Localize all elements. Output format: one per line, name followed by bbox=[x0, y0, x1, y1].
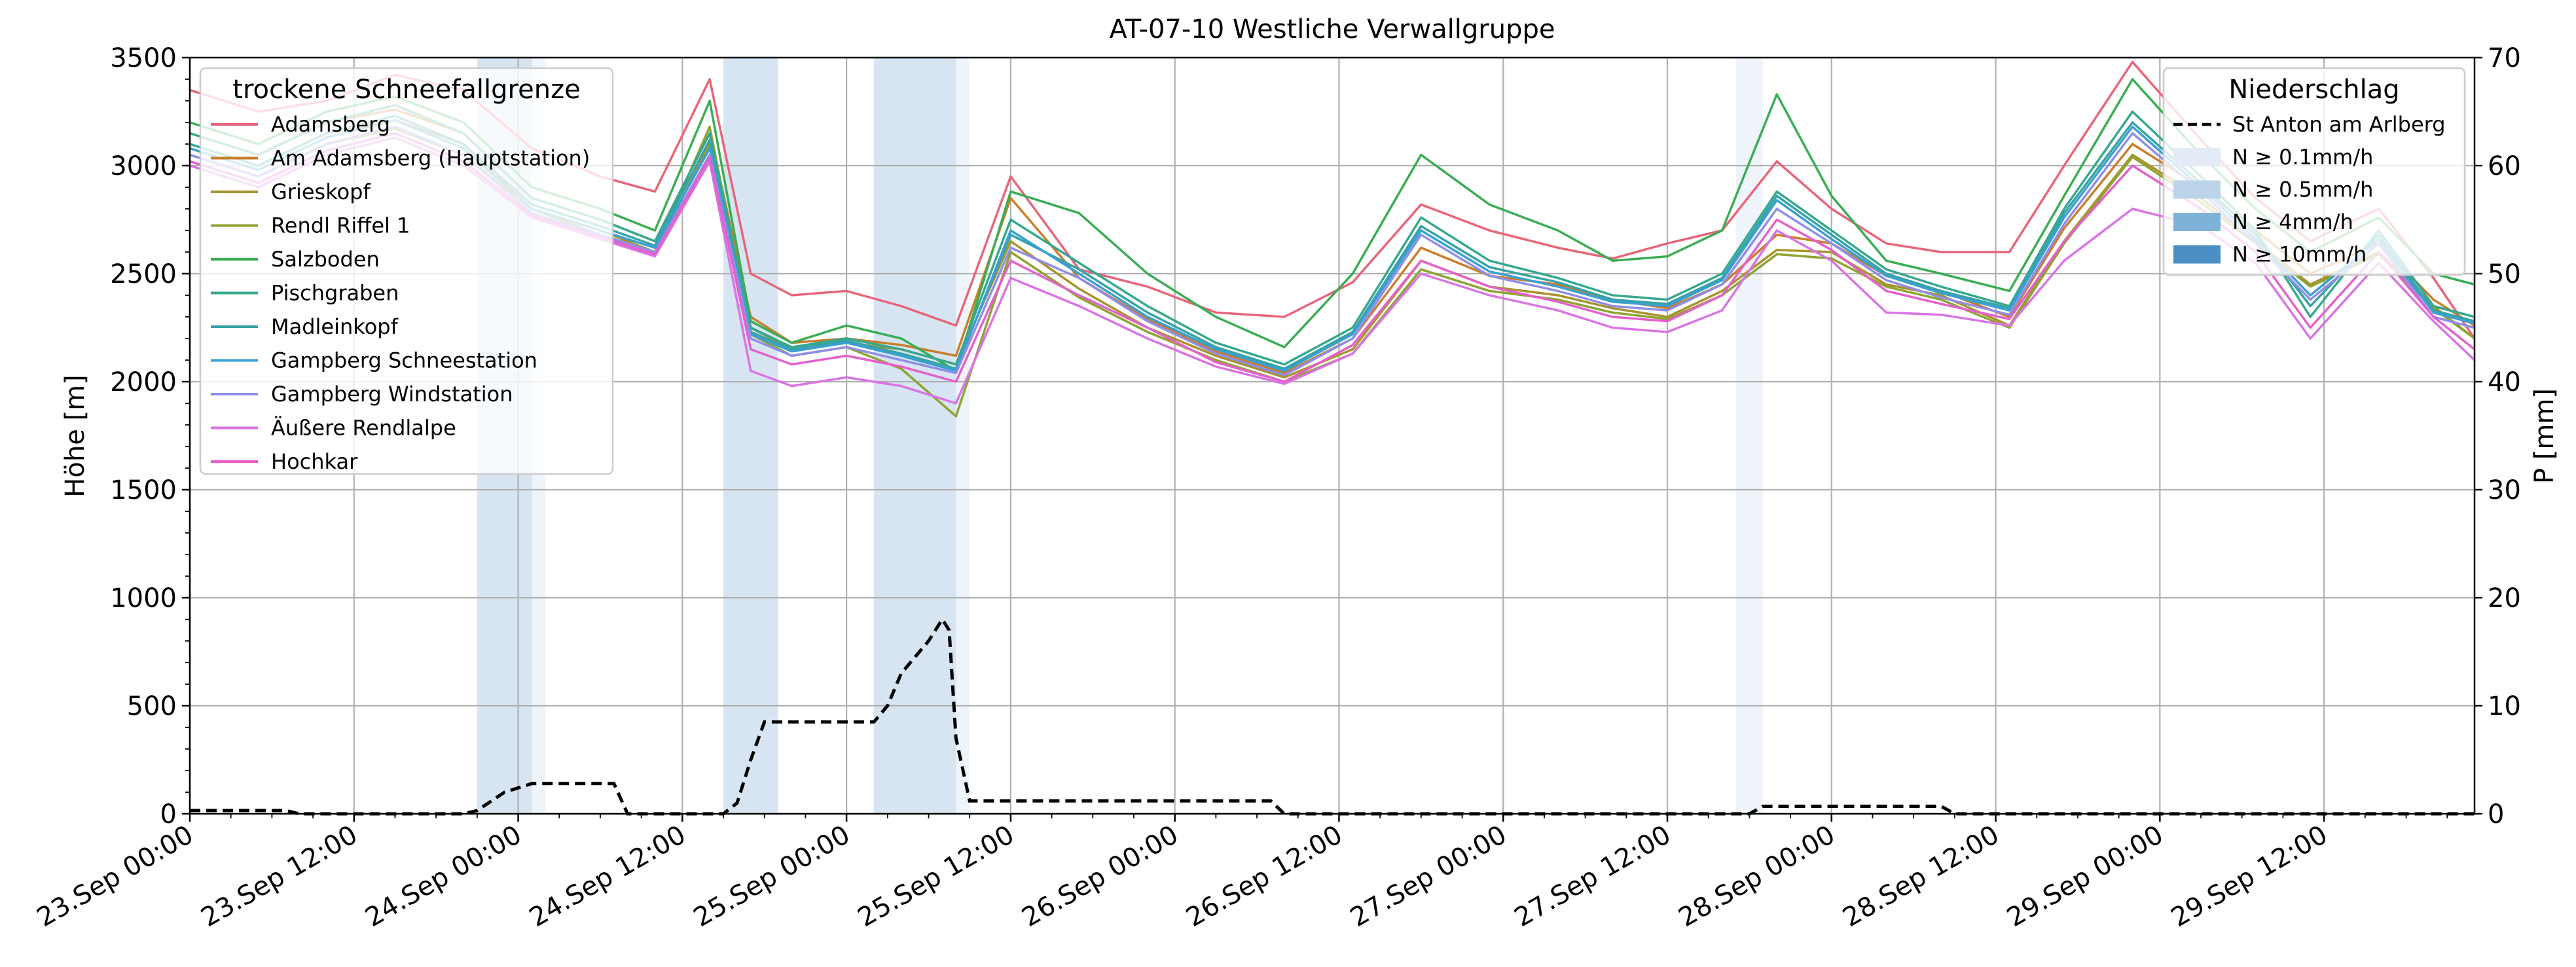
y-tick-label: 500 bbox=[127, 691, 177, 721]
y-tick-label: 0 bbox=[160, 799, 177, 830]
y-axis-label: Höhe [m] bbox=[60, 374, 90, 497]
series-line-pischgraben bbox=[189, 103, 2475, 366]
y-tick-label: 3500 bbox=[110, 43, 177, 73]
series-line-madleinkopf bbox=[189, 115, 2475, 370]
legend-band-label-3: N ≥ 10mm/h bbox=[2232, 242, 2367, 267]
legend-left: trockene Schneefallgrenze Adamsberg Am Ad… bbox=[199, 67, 614, 475]
legend-label-gampberg-windstation: Gampberg Windstation bbox=[271, 382, 513, 407]
legend-right-bands: N ≥ 0.1mm/h N ≥ 0.5mm/h N ≥ 4mm/h N ≥ 10mm/… bbox=[2173, 145, 2373, 267]
precip-band-2 bbox=[723, 58, 778, 814]
series-line-gampberg-schneestation bbox=[189, 119, 2475, 373]
y2-tick-label: 60 bbox=[2488, 151, 2521, 181]
series-lines bbox=[189, 60, 2476, 418]
precip-band-3 bbox=[873, 58, 956, 814]
y2-tick-label: 30 bbox=[2488, 475, 2521, 505]
y2-tick-label: 0 bbox=[2488, 799, 2504, 830]
legend-right: Niederschlag St Anton am Arlberg N ≥ 0.1… bbox=[2162, 67, 2466, 276]
precip-band-5 bbox=[1735, 58, 1764, 814]
y2-axis-label: P [mm] bbox=[2530, 388, 2560, 484]
y-tick-label: 3000 bbox=[110, 151, 177, 181]
legend-label-adamsberg: Adamsberg bbox=[271, 112, 390, 137]
legend-label-hochkar: Hochkar bbox=[271, 449, 358, 474]
legend-right-frame bbox=[2162, 67, 2466, 276]
y2-tick-label: 40 bbox=[2488, 367, 2521, 397]
series-line-adamsberg bbox=[189, 60, 2476, 339]
legend-precip-line-label: St Anton am Arlberg bbox=[2232, 112, 2446, 137]
legend-band-swatch-1 bbox=[2173, 180, 2221, 199]
legend-label-madleinkopf: Madleinkopf bbox=[271, 314, 399, 339]
y2-tick-label: 20 bbox=[2488, 583, 2521, 613]
precip-band-4 bbox=[956, 58, 970, 814]
series-line-salzboden bbox=[189, 78, 2475, 373]
chart-title: AT-07-10 Westliche Verwallgruppe bbox=[1110, 14, 1555, 45]
series-line-aeussere-rendlalpe bbox=[189, 136, 2476, 405]
legend-label-gampberg-schneestation: Gampberg Schneestation bbox=[271, 348, 537, 373]
legend-band-label-0: N ≥ 0.1mm/h bbox=[2232, 145, 2373, 170]
legend-band-label-1: N ≥ 0.5mm/h bbox=[2232, 177, 2373, 202]
plot-frame bbox=[189, 56, 2476, 815]
legend-right-title: Niederschlag bbox=[2228, 75, 2399, 105]
series-line-grieskopf bbox=[189, 119, 2476, 379]
legend-label-grieskopf: Grieskopf bbox=[271, 179, 371, 204]
legend-label-salzboden: Salzboden bbox=[271, 247, 380, 272]
legend-left-title: trockene Schneefallgrenze bbox=[232, 75, 580, 105]
legend-band-label-2: N ≥ 4mm/h bbox=[2232, 210, 2353, 234]
series-line-hochkar bbox=[189, 132, 2476, 383]
y2-tick-label: 10 bbox=[2488, 691, 2521, 721]
legend-label-aeussere-rendlalpe: Äußere Rendlalpe bbox=[271, 416, 456, 441]
legend-band-swatch-3 bbox=[2173, 245, 2221, 264]
legend-band-swatch-0 bbox=[2173, 148, 2221, 166]
legend-left-frame bbox=[199, 67, 614, 475]
legend-label-pischgraben: Pischgraben bbox=[271, 281, 399, 306]
y2-tick-label: 70 bbox=[2488, 43, 2521, 73]
legend-label-am-adamsberg-hauptstation: Am Adamsberg (Hauptstation) bbox=[271, 146, 590, 171]
y-tick-label: 1000 bbox=[110, 583, 177, 613]
legend-band-swatch-2 bbox=[2173, 213, 2221, 231]
legend-left-items: Adamsberg Am Adamsberg (Hauptstation) Grie… bbox=[211, 112, 590, 474]
y2-tick-label: 50 bbox=[2488, 259, 2521, 289]
series-line-gampberg-windstation bbox=[189, 125, 2475, 376]
y-tick-label: 1500 bbox=[110, 475, 177, 505]
legend-label-rendl-riffel-1: Rendl Riffel 1 bbox=[271, 213, 410, 238]
y-tick-label: 2500 bbox=[110, 259, 177, 289]
y-tick-label: 2000 bbox=[110, 367, 177, 397]
